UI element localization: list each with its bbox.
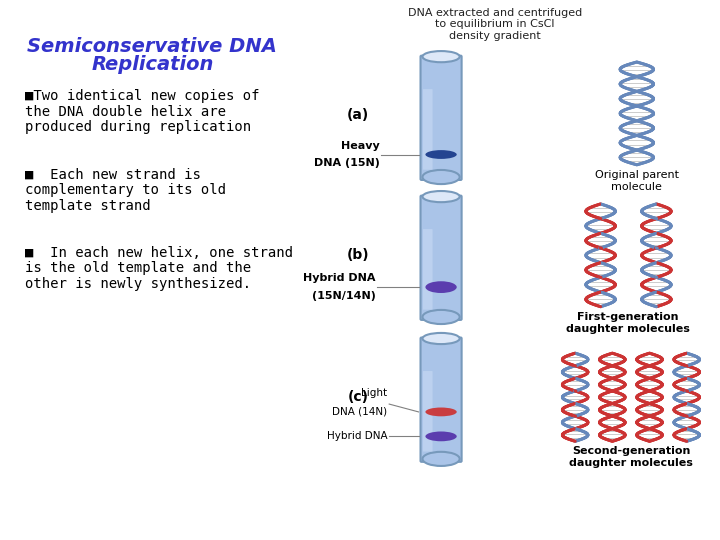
FancyBboxPatch shape xyxy=(420,56,462,180)
Ellipse shape xyxy=(423,170,459,184)
Ellipse shape xyxy=(426,150,456,159)
Text: (c): (c) xyxy=(347,390,369,404)
Text: Semiconservative DNA: Semiconservative DNA xyxy=(27,37,277,56)
Text: the DNA double helix are: the DNA double helix are xyxy=(25,105,226,119)
Text: (15N/14N): (15N/14N) xyxy=(312,291,376,301)
Ellipse shape xyxy=(423,310,459,324)
Text: Hybrid DNA: Hybrid DNA xyxy=(327,431,387,441)
Text: Original parent
molecule: Original parent molecule xyxy=(595,170,679,192)
Ellipse shape xyxy=(423,191,459,202)
Text: template strand: template strand xyxy=(25,199,150,213)
Text: produced during replication: produced during replication xyxy=(25,120,251,134)
Text: DNA (14N): DNA (14N) xyxy=(332,406,387,416)
FancyBboxPatch shape xyxy=(423,371,433,451)
Text: ■  In each new helix, one strand: ■ In each new helix, one strand xyxy=(25,246,293,260)
Ellipse shape xyxy=(426,281,456,293)
Text: is the old template and the: is the old template and the xyxy=(25,261,251,275)
Text: (b): (b) xyxy=(346,248,369,262)
Ellipse shape xyxy=(426,431,456,441)
Text: ■Two identical new copies of: ■Two identical new copies of xyxy=(25,89,260,103)
Text: Hybrid DNA: Hybrid DNA xyxy=(303,273,376,283)
Text: First-generation
daughter molecules: First-generation daughter molecules xyxy=(566,312,690,334)
Text: Second-generation
daughter molecules: Second-generation daughter molecules xyxy=(569,446,693,468)
Text: ■  Each new strand is: ■ Each new strand is xyxy=(25,167,201,181)
Text: complementary to its old: complementary to its old xyxy=(25,183,226,197)
FancyBboxPatch shape xyxy=(423,229,433,309)
Ellipse shape xyxy=(423,452,459,466)
FancyBboxPatch shape xyxy=(423,89,433,170)
Text: DNA (15N): DNA (15N) xyxy=(313,158,379,168)
Text: DNA extracted and centrifuged
to equilibrium in CsCl
density gradient: DNA extracted and centrifuged to equilib… xyxy=(408,8,582,41)
Ellipse shape xyxy=(426,408,456,416)
Text: (a): (a) xyxy=(347,109,369,123)
Ellipse shape xyxy=(423,333,459,344)
Ellipse shape xyxy=(423,51,459,62)
FancyBboxPatch shape xyxy=(420,338,462,462)
Text: Heavy: Heavy xyxy=(341,140,379,151)
Text: Light: Light xyxy=(361,388,387,398)
FancyBboxPatch shape xyxy=(420,195,462,320)
Text: other is newly synthesized.: other is newly synthesized. xyxy=(25,277,251,291)
Text: Replication: Replication xyxy=(91,55,214,73)
